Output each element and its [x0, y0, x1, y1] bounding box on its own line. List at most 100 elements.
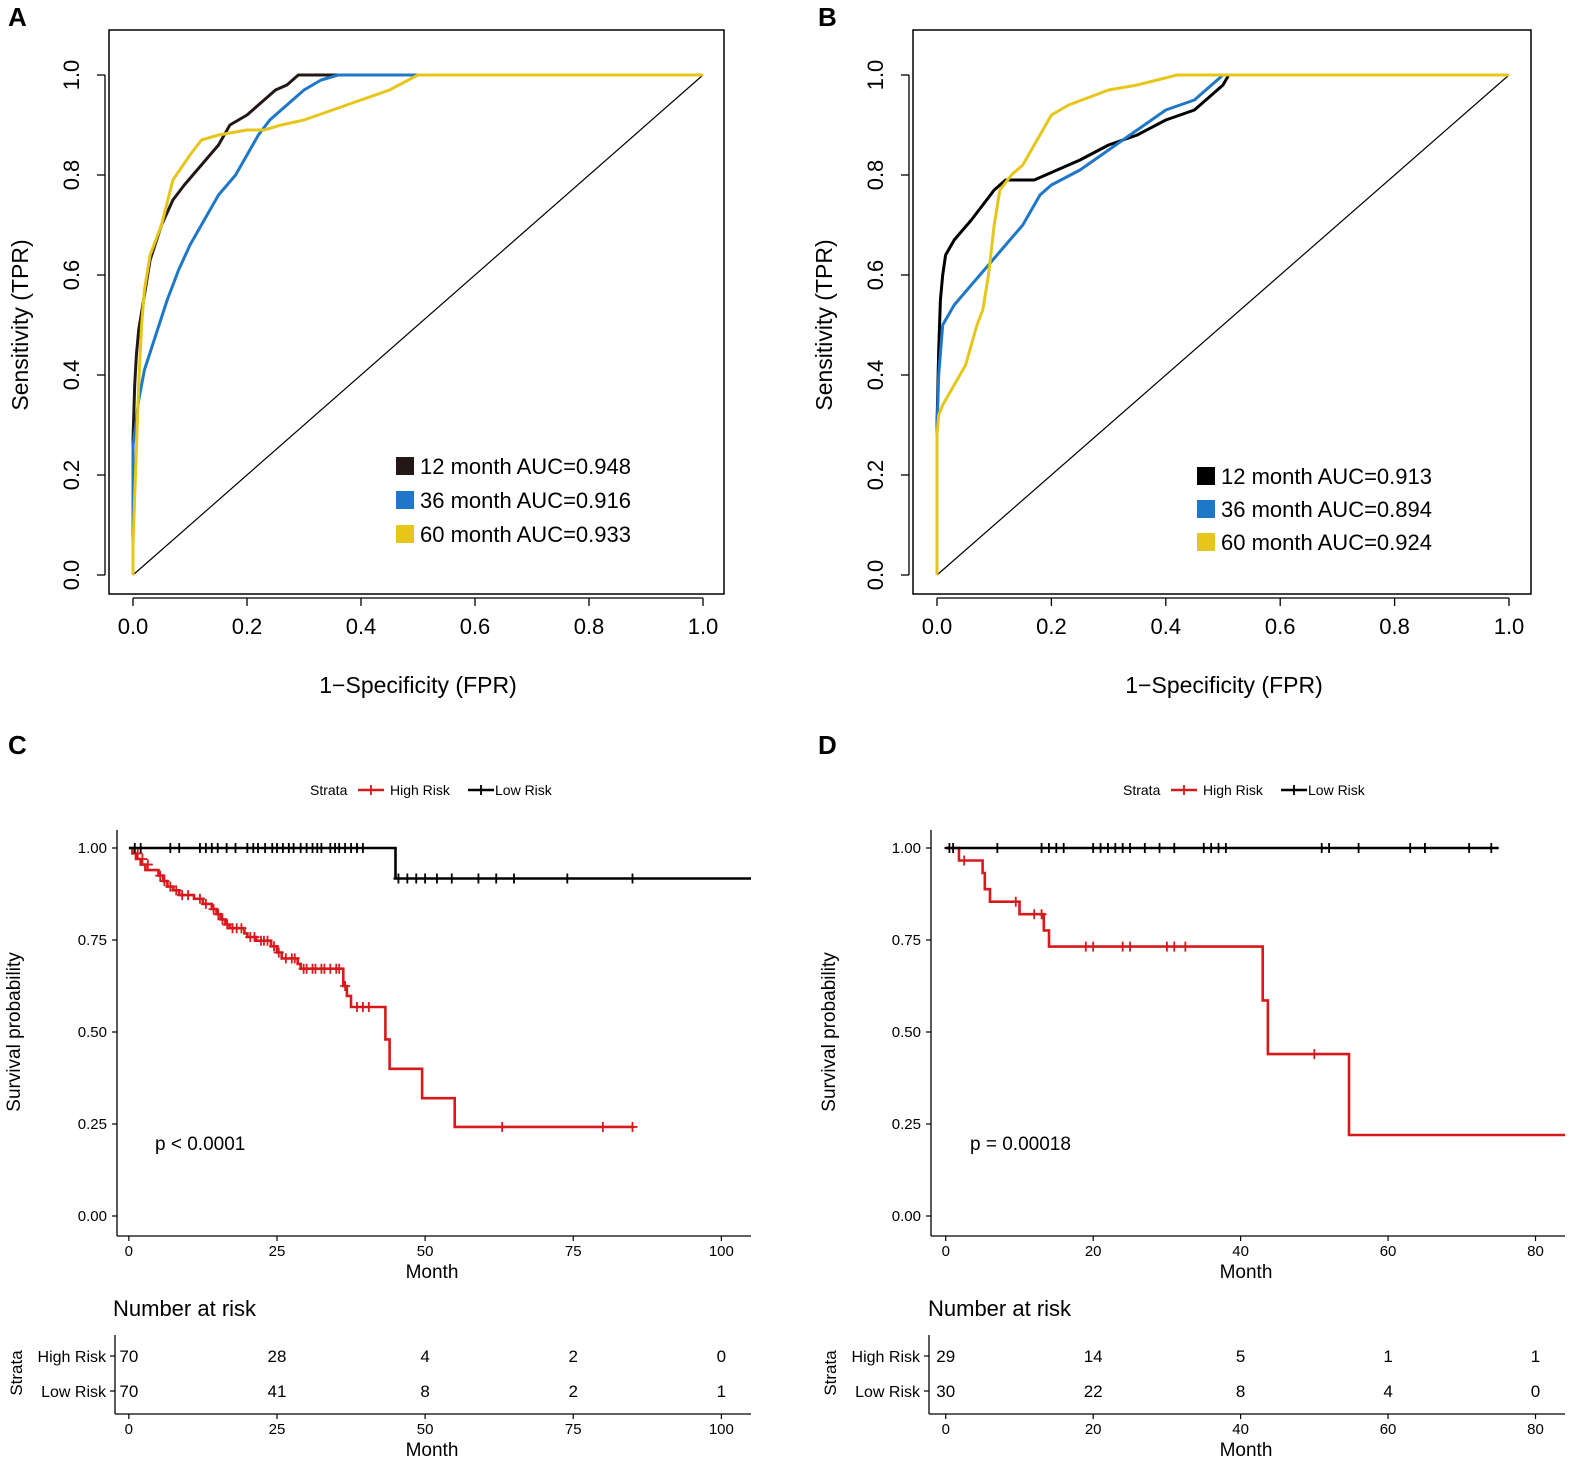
km-d-censor-mark-high-risk — [1125, 941, 1136, 952]
legend-label-low-risk: Low Risk — [1308, 782, 1366, 798]
km-d-censor-mark-low-risk — [1464, 843, 1475, 853]
km-c-y-tick-label: 0.75 — [78, 932, 107, 949]
km-c-censor-mark-high-risk — [269, 941, 280, 952]
roc-b-y-tick-label: 0.6 — [863, 260, 888, 291]
km-d-censor-mark-low-risk — [1169, 843, 1180, 853]
legend-title: Strata — [1123, 782, 1161, 798]
legend-label-12-month: 12 month AUC=0.913 — [1221, 464, 1432, 489]
roc-b-curve-60-month — [935, 73, 1509, 575]
km-c-censor-mark-high-risk — [334, 963, 345, 974]
km-c-y-tick-label: 0.00 — [78, 1208, 107, 1225]
km-d-risk-count-high-risk: 14 — [1084, 1347, 1103, 1366]
risk-table-strata-label: Strata — [7, 1350, 26, 1396]
km-chart-d: Strata High Risk Low Risk 0.00 0.25 0.50 0.… — [819, 782, 1565, 1461]
legend-title: Strata — [310, 782, 348, 798]
roc-b-x-tick-label: 0.4 — [1151, 614, 1182, 639]
roc-a-y-axis-label: Sensitivity (TPR) — [7, 239, 33, 410]
risk-table-title: Number at risk — [928, 1296, 1072, 1321]
km-d-y-tick-label: 0.50 — [892, 1024, 921, 1041]
km-d-y-tick-label: 0.25 — [892, 1116, 921, 1133]
km-d-censor-mark-high-risk — [1036, 909, 1047, 920]
km-c-censor-mark-high-risk — [183, 890, 194, 901]
km-d-censor-mark-low-risk — [1353, 843, 1364, 853]
km-d-censor-mark-low-risk — [992, 843, 1003, 853]
risk-table-x-axis-label: Month — [406, 1440, 459, 1461]
legend-label-60-month: 60 month AUC=0.924 — [1221, 530, 1432, 555]
roc-b-y-axis-label: Sensitivity (TPR) — [811, 239, 837, 410]
km-c-censor-mark-low-risk — [491, 873, 502, 884]
legend-label-36-month: 36 month AUC=0.916 — [420, 488, 631, 513]
legend-key-high-risk — [1171, 785, 1197, 795]
roc-a-diagonal-reference-line — [132, 74, 704, 576]
km-d-x-tick-label: 80 — [1527, 1243, 1544, 1260]
risk-row-label-low-risk: Low Risk — [41, 1384, 107, 1401]
km-c-censor-mark-high-risk — [208, 904, 219, 915]
roc-a-curve-60-month — [131, 73, 703, 575]
km-d-censor-mark-low-risk — [1139, 843, 1150, 853]
roc-a-y-tick-label: 0.6 — [59, 260, 84, 291]
km-c-censor-mark-low-risk — [402, 873, 413, 884]
km-d-y-tick-label: 0.00 — [892, 1208, 921, 1225]
legend-key-censor-mark — [476, 785, 486, 795]
legend-swatch-12-month — [1197, 467, 1215, 485]
roc-a-y-tick-label: 0.2 — [59, 460, 84, 491]
km-c-censor-mark-high-risk — [627, 1121, 638, 1132]
km-c-censor-mark-low-risk — [411, 873, 422, 884]
km-c-risk-count-low-risk: 41 — [268, 1382, 287, 1401]
km-d-censor-mark-low-risk — [948, 843, 959, 853]
km-c-censor-mark-low-risk — [393, 873, 404, 884]
km-c-censor-mark-high-risk — [497, 1121, 508, 1132]
km-c-y-tick-label: 0.50 — [78, 1024, 107, 1041]
km-c-censor-mark-high-risk — [597, 1121, 608, 1132]
roc-b-curve-12-month — [935, 73, 1509, 575]
km-d-censor-mark-low-risk — [1324, 843, 1335, 853]
km-c-curve-low-risk — [128, 846, 751, 880]
roc-a-curve-12-month — [131, 73, 703, 575]
km-d-censor-mark-low-risk — [1486, 843, 1497, 853]
km-c-censor-mark-high-risk — [159, 876, 170, 887]
km-d-censor-mark-low-risk — [1154, 843, 1165, 853]
km-c-x-tick-label: 25 — [269, 1243, 286, 1260]
panel-letter-d: D — [818, 730, 837, 760]
km-c-curve-high-risk — [128, 846, 633, 1129]
km-c-censor-mark-high-risk — [289, 953, 300, 964]
risk-table-title: Number at risk — [113, 1296, 257, 1321]
roc-b-legend: 12 month AUC=0.913 36 month AUC=0.894 60… — [1197, 464, 1432, 555]
km-d-risk-count-high-risk: 1 — [1383, 1347, 1392, 1366]
km-d-censor-mark-high-risk — [1169, 941, 1180, 952]
legend-swatch-36-month — [396, 491, 414, 509]
km-c-censor-mark-high-risk — [137, 854, 148, 865]
km-c-censor-mark-high-risk — [273, 947, 284, 958]
km-c-censor-mark-low-risk — [174, 843, 185, 853]
km-c-risk-x-tick-label: 50 — [417, 1421, 434, 1438]
legend-label-high-risk: High Risk — [1203, 782, 1264, 798]
km-c-censor-mark-high-risk — [249, 932, 260, 943]
km-d-risk-count-low-risk: 0 — [1531, 1382, 1540, 1401]
km-c-risk-count-high-risk: 2 — [569, 1347, 578, 1366]
roc-a-x-tick-label: 0.2 — [232, 614, 263, 639]
km-d-censor-mark-low-risk — [1220, 843, 1231, 853]
panel-letter-a: A — [8, 2, 27, 32]
km-d-risk-x-tick-label: 60 — [1380, 1421, 1397, 1438]
roc-b-y-tick-label: 1.0 — [863, 60, 888, 91]
risk-row-label-high-risk: High Risk — [852, 1349, 921, 1366]
roc-b-y-tick-label: 0.4 — [863, 360, 888, 391]
roc-a-plot-frame — [108, 29, 725, 595]
km-d-risk-count-high-risk: 1 — [1531, 1347, 1540, 1366]
km-c-censor-mark-high-risk — [200, 898, 211, 909]
legend-label-high-risk: High Risk — [390, 782, 451, 798]
km-d-censor-mark-high-risk — [1180, 941, 1191, 952]
km-c-censor-mark-low-risk — [473, 873, 484, 884]
legend-swatch-60-month — [396, 525, 414, 543]
km-c-censor-mark-low-risk — [357, 843, 368, 853]
risk-row-label-high-risk: High Risk — [38, 1349, 107, 1366]
km-c-censor-mark-low-risk — [508, 873, 519, 884]
legend-key-censor-mark — [366, 785, 376, 795]
km-c-risk-count-low-risk: 8 — [420, 1382, 429, 1401]
km-d-censor-mark-high-risk — [959, 855, 970, 866]
legend-swatch-60-month — [1197, 533, 1215, 551]
km-c-censor-mark-high-risk — [171, 885, 182, 896]
km-c-x-tick-label: 75 — [565, 1243, 582, 1260]
km-c-censor-mark-high-risk — [142, 859, 153, 870]
km-d-x-tick-label: 40 — [1232, 1243, 1249, 1260]
